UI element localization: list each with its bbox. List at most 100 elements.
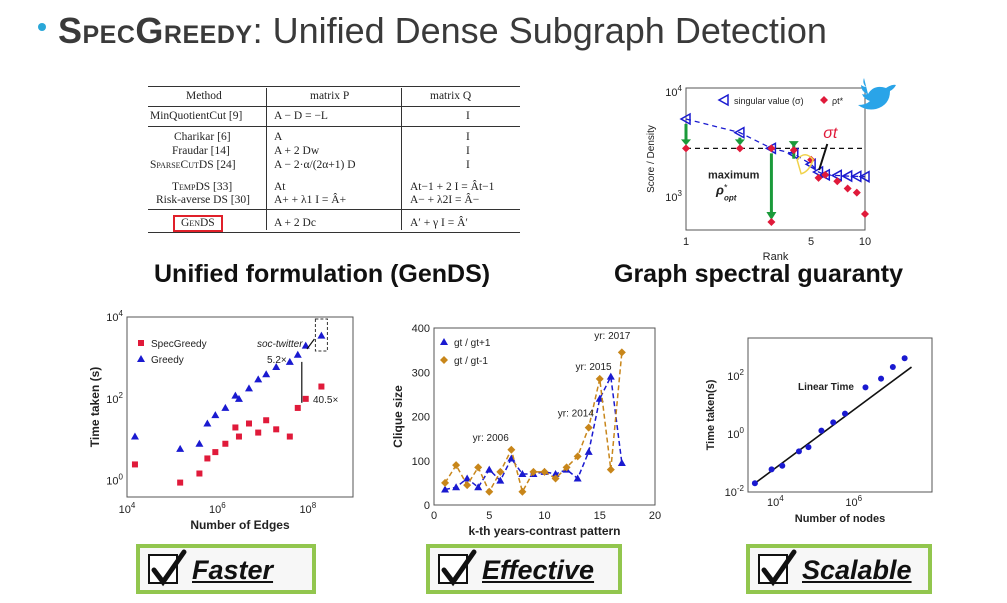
series-point [452, 461, 461, 470]
arrow-head [766, 212, 777, 220]
greedy-point [272, 363, 281, 371]
legend-label: Greedy [151, 355, 184, 366]
specgreedy-point [263, 417, 270, 424]
legend-marker [137, 355, 145, 362]
series-point [441, 478, 450, 487]
greedy-point [211, 411, 220, 419]
y-tick-label: 100 [412, 456, 430, 468]
specgreedy-point [273, 426, 280, 433]
x-tick-label: 20 [649, 510, 661, 522]
soc-twitter-box [314, 318, 328, 352]
annotation-speedup-52: 5.2× [267, 355, 287, 366]
series-point [562, 463, 571, 472]
scalable-label: Scalable [802, 555, 912, 585]
row-q: I [466, 110, 470, 122]
data-point [862, 384, 869, 391]
data-point [805, 444, 812, 451]
data-point [830, 419, 837, 426]
annotation-speedup-405: 40.5× [313, 395, 338, 406]
series-point [606, 465, 615, 474]
specgreedy-point [204, 455, 211, 462]
bullet-icon [38, 23, 46, 32]
x-tick-label: 1 [683, 236, 689, 248]
specgreedy-point [177, 479, 184, 486]
greedy-point [317, 331, 326, 339]
data-point [795, 448, 802, 455]
greedy-point [234, 394, 243, 402]
y-axis-label: Time taken(s) [705, 379, 717, 450]
y-axis-label: Clique size [391, 385, 405, 448]
singular-value-marker [733, 126, 745, 139]
greedy-point [301, 341, 310, 349]
density-marker [789, 146, 798, 155]
x-tick-label: 108 [299, 501, 316, 516]
series-point [485, 487, 494, 496]
x-tick-label: 15 [594, 510, 606, 522]
series-point [507, 445, 516, 454]
specgreedy-point [235, 433, 242, 440]
soc-twitter-pointer [306, 338, 315, 350]
specgreedy-point [318, 383, 325, 390]
time-nodes-chart: 104 106 102 100 10-2 Number of nodes Time take… [705, 337, 933, 525]
x-tick-label: 106 [209, 501, 226, 516]
density-marker [821, 170, 830, 179]
legend-marker [820, 96, 828, 104]
legend-label: ρt* [832, 96, 844, 106]
x-tick-label: 104 [767, 494, 784, 509]
series-point [441, 485, 450, 493]
caption-spectral-guaranty: Graph spectral guaranty [614, 260, 903, 288]
specgreedy-point [212, 449, 219, 456]
annotation-rho-star: * [724, 182, 728, 192]
x-axis-label: Number of nodes [795, 513, 885, 525]
series-point [496, 467, 505, 476]
greedy-point [195, 439, 204, 447]
header-matrix-p: matrix P [310, 90, 350, 102]
plot-frame [126, 316, 354, 498]
legend-label: gt / gt+1 [454, 338, 491, 349]
header-method: Method [186, 90, 222, 102]
annotation-rho: ρ [715, 182, 724, 197]
header-matrix-q: matrix Q [430, 90, 472, 102]
singular-value-marker [858, 170, 870, 183]
row-q: A′ + γ I = Â′ [410, 217, 468, 229]
data-point [751, 480, 758, 487]
row-p: A − D = −L [274, 110, 328, 122]
time-edges-chart: 104 106 108 104 102 100 Number of Edges Time ta… [88, 309, 354, 532]
plot-frame [747, 337, 933, 493]
x-tick-label: 106 [845, 494, 862, 509]
gends-highlight: GenDS [173, 215, 223, 232]
row-q: At−1 + 2 I = Ât−1 [410, 181, 495, 193]
annotation-year: yr: 2006 [473, 433, 510, 444]
row-q: I [466, 131, 470, 143]
caption-unified-formulation: Unified formulation (GenDS) [154, 260, 491, 288]
row-q: A− + λ2I = Â− [410, 194, 480, 206]
legend-label: SpecGreedy [151, 339, 207, 350]
annotation-year: yr: 2015 [575, 362, 612, 373]
y-tick-label: 102 [106, 391, 123, 406]
series-point [584, 423, 593, 432]
title-text: : Unified Dense Subgraph Detection [252, 10, 827, 51]
singular-value-marker [679, 112, 691, 126]
series-point [463, 474, 472, 482]
row-method: Fraudar [14] [172, 145, 230, 157]
y-tick-label: 102 [727, 368, 744, 383]
twitter-icon [858, 78, 896, 110]
specgreedy-point [131, 461, 138, 468]
x-tick-label: 5 [486, 510, 492, 522]
y-tick-label: 100 [727, 426, 744, 441]
row-p: A + 2 Dw [274, 145, 320, 157]
series-point [573, 474, 582, 482]
density-marker [833, 177, 842, 186]
specgreedy-point [302, 395, 309, 402]
specgreedy-point [294, 404, 301, 411]
checkmark-icon [148, 549, 187, 587]
title-brand: SpecGreedy [58, 10, 253, 51]
specgreedy-point [232, 424, 239, 431]
slide-title: SpecGreedy: Unified Dense Subgraph Detec… [38, 10, 827, 52]
row-p: A [274, 131, 283, 143]
highlight-swirl [796, 154, 814, 175]
annotation-maximum: maximum [708, 169, 760, 181]
y-tick-label: 400 [412, 323, 430, 335]
row-method: MinQuotientCut [9] [150, 110, 243, 122]
